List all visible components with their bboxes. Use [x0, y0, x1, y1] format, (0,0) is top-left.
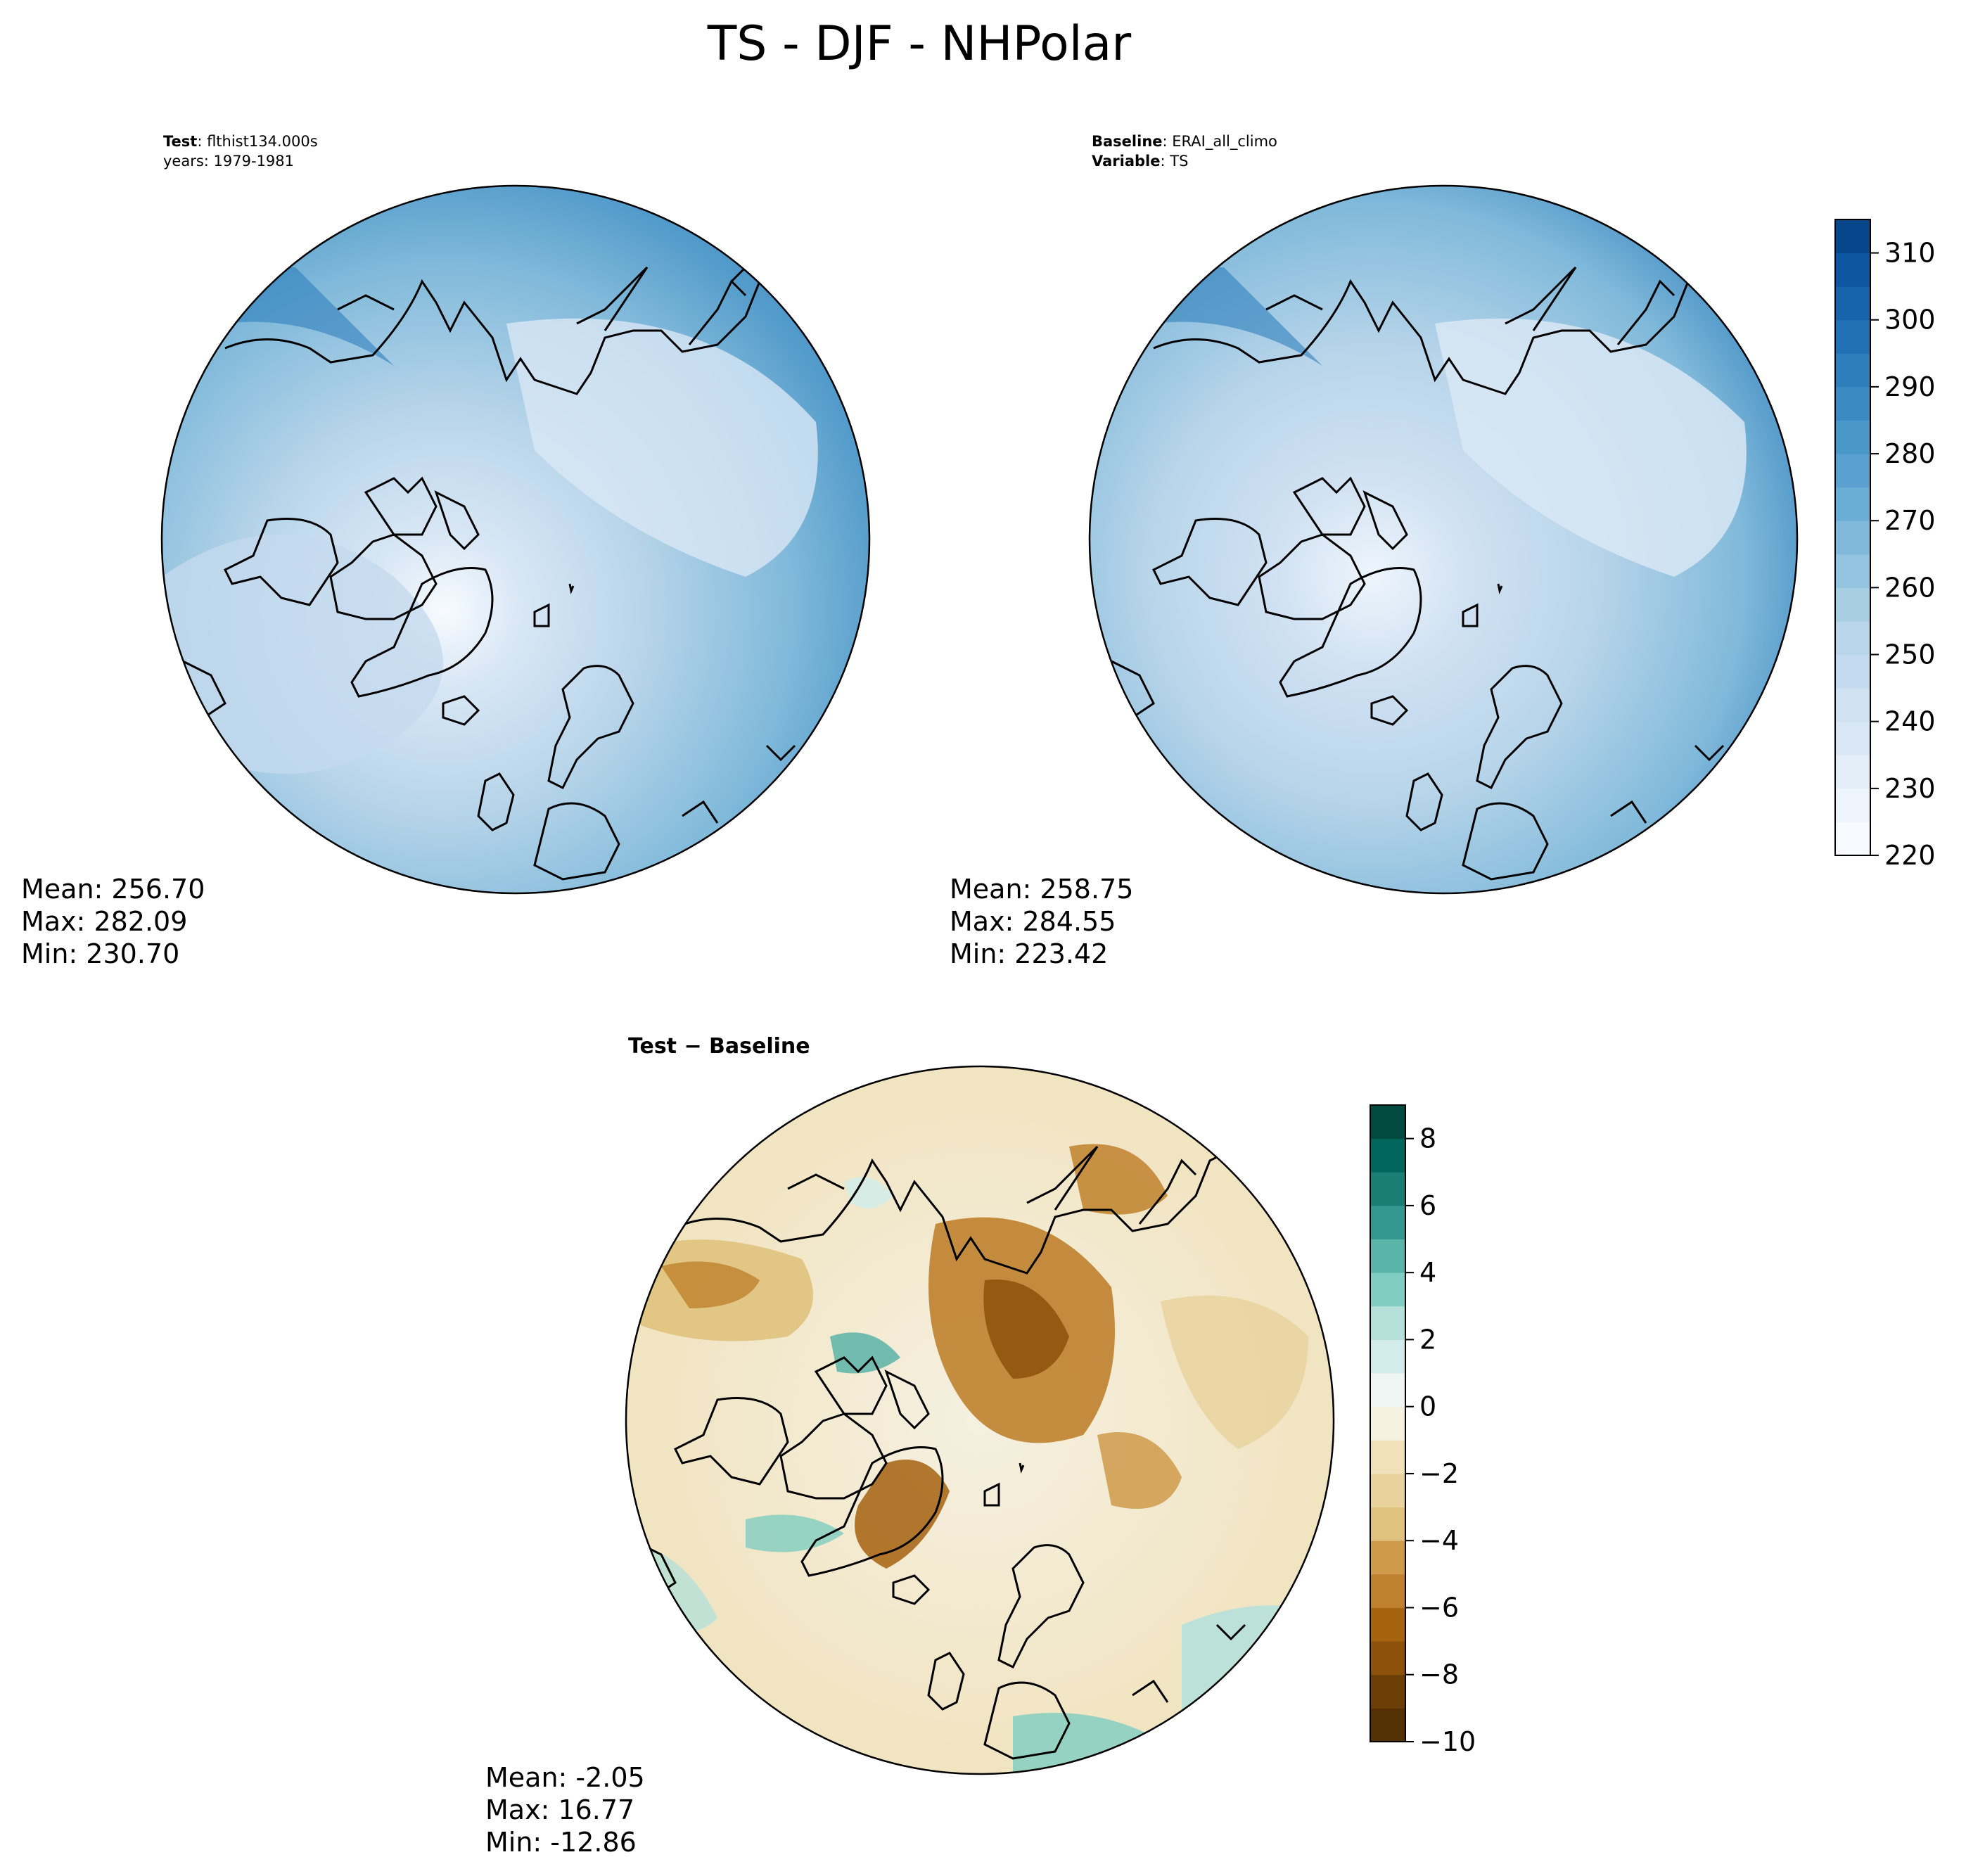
brbg-colorbar-tick-label: −4	[1419, 1525, 1459, 1556]
blues-colorbar-color-band	[1835, 353, 1870, 388]
diff-positive-region-archipelago	[830, 1332, 900, 1374]
test-cold-region	[162, 535, 443, 774]
blues-colorbar-color-band	[1835, 788, 1870, 822]
diff-map-border	[625, 1065, 1335, 1775]
test-map-border	[160, 184, 871, 895]
blues-colorbar-tick-label: 220	[1884, 840, 1936, 871]
brbg-colorbar-color-band	[1370, 1507, 1405, 1541]
blues-colorbar-color-band	[1835, 253, 1870, 287]
blues-colorbar-color-band	[1835, 420, 1870, 454]
brbg-colorbar-color-band	[1370, 1708, 1405, 1742]
blues-colorbar-tick-label: 310	[1884, 238, 1936, 269]
brbg-colorbar-color-band	[1370, 1674, 1405, 1709]
brbg-colorbar-tick-label: 4	[1419, 1257, 1436, 1288]
brbg-colorbar-tick-label: 2	[1419, 1324, 1436, 1355]
brbg-colorbar-color-band	[1370, 1339, 1405, 1374]
brbg-colorbar-tick-label: 6	[1419, 1190, 1436, 1221]
diff-negative-region-siberia	[1069, 1144, 1168, 1215]
brbg-colorbar-color-band	[1370, 1641, 1405, 1676]
diff-negative-region-europe	[1097, 1432, 1182, 1509]
blues-colorbar-border	[1834, 219, 1871, 856]
blues-colorbar-tick-label: 250	[1884, 639, 1936, 670]
brbg-colorbar-tick-label: −10	[1419, 1726, 1476, 1757]
test-header-line1: Test: flthist134.000s	[163, 133, 318, 150]
baseline-map	[1090, 186, 1797, 893]
blues-colorbar-color-band	[1835, 386, 1870, 421]
baseline-coastlines	[1110, 266, 1725, 881]
blues-colorbar-color-band	[1835, 755, 1870, 789]
brbg-colorbar-color-band	[1370, 1138, 1405, 1173]
brbg-colorbar-color-band	[1370, 1205, 1405, 1240]
brbg-colorbar-color-band	[1370, 1440, 1405, 1474]
diff-positive-region-beaufort	[844, 1177, 893, 1208]
blues-colorbar-color-band	[1835, 454, 1870, 488]
baseline-header-line2: Variable: TS	[1092, 153, 1188, 170]
brbg-colorbar-color-band	[1370, 1306, 1405, 1340]
diff-negative-region-arctic-core	[983, 1280, 1069, 1379]
test-max: Max: 282.09	[21, 906, 187, 937]
test-min: Min: 230.70	[21, 938, 179, 969]
blues-colorbar-tick-label: 230	[1884, 773, 1936, 804]
blues-colorbar-color-band	[1835, 620, 1870, 656]
baseline-header-line1: Baseline: ERAI_all_climo	[1092, 133, 1277, 151]
blues-colorbar-tick-label: 270	[1884, 505, 1936, 536]
brbg-colorbar-color-band	[1370, 1406, 1405, 1441]
blues-colorbar-color-band	[1835, 319, 1870, 354]
baseline-map-border	[1088, 184, 1799, 895]
colorbar-blues: 220 230 240 250 260 270 280 290 300 310	[1834, 219, 1936, 871]
test-mean: Mean: 256.70	[21, 874, 205, 905]
colorbar-brbg: −10 −8 −6 −4 −2 0 2 4 6 8	[1370, 1104, 1476, 1757]
brbg-colorbar-color-band	[1370, 1473, 1405, 1508]
diff-map	[626, 1066, 1334, 1774]
blues-colorbar-color-band	[1835, 219, 1870, 254]
blues-colorbar-tick-label: 240	[1884, 706, 1936, 737]
blues-colorbar-tick-label: 290	[1884, 371, 1936, 402]
diff-negative-region-greenland	[855, 1460, 950, 1569]
brbg-colorbar-tick-label: −8	[1419, 1659, 1459, 1690]
diff-negative-region-asia	[1161, 1295, 1308, 1449]
blues-colorbar-color-band	[1835, 822, 1870, 856]
test-coastlines	[181, 252, 796, 881]
blues-colorbar-color-band	[1835, 487, 1870, 521]
diff-max: Max: 16.77	[485, 1794, 634, 1825]
diff-mean: Mean: -2.05	[485, 1762, 645, 1793]
brbg-colorbar-tick-label: −2	[1419, 1458, 1459, 1489]
blues-colorbar-tick-label: 260	[1884, 572, 1936, 603]
blues-colorbar-tick-label: 300	[1884, 305, 1936, 336]
test-header-line2: years: 1979-1981	[163, 153, 294, 170]
blues-colorbar-color-band	[1835, 587, 1870, 622]
brbg-colorbar-color-band	[1370, 1607, 1405, 1642]
brbg-colorbar-color-band	[1370, 1272, 1405, 1307]
blues-colorbar-tick-label: 280	[1884, 438, 1936, 469]
brbg-colorbar-color-band	[1370, 1105, 1405, 1140]
blues-colorbar-color-band	[1835, 721, 1870, 755]
diff-negative-region-west-core	[661, 1261, 760, 1308]
brbg-colorbar-color-band	[1370, 1172, 1405, 1206]
brbg-colorbar-color-band	[1370, 1540, 1405, 1575]
diff-label: Test − Baseline	[628, 1034, 810, 1059]
figure-title: TS - DJF - NHPolar	[707, 16, 1132, 72]
brbg-colorbar-border	[1370, 1104, 1406, 1742]
blues-colorbar-color-band	[1835, 654, 1870, 689]
brbg-colorbar-tick-label: 8	[1419, 1123, 1436, 1154]
baseline-mean: Mean: 258.75	[950, 874, 1133, 905]
diff-min: Min: -12.86	[485, 1827, 637, 1858]
brbg-colorbar-color-band	[1370, 1239, 1405, 1273]
blues-colorbar-color-band	[1835, 521, 1870, 555]
diff-positive-region-baffin	[746, 1514, 844, 1552]
baseline-min: Min: 223.42	[950, 938, 1108, 969]
brbg-colorbar-color-band	[1370, 1574, 1405, 1608]
blues-colorbar-color-band	[1835, 688, 1870, 722]
brbg-colorbar-color-band	[1370, 1373, 1405, 1408]
blues-colorbar-color-band	[1835, 554, 1870, 588]
baseline-max: Max: 284.55	[950, 906, 1116, 937]
blues-colorbar-color-band	[1835, 286, 1870, 321]
test-map	[162, 186, 869, 893]
brbg-colorbar-tick-label: −6	[1419, 1592, 1459, 1623]
brbg-colorbar-tick-label: 0	[1419, 1391, 1436, 1422]
